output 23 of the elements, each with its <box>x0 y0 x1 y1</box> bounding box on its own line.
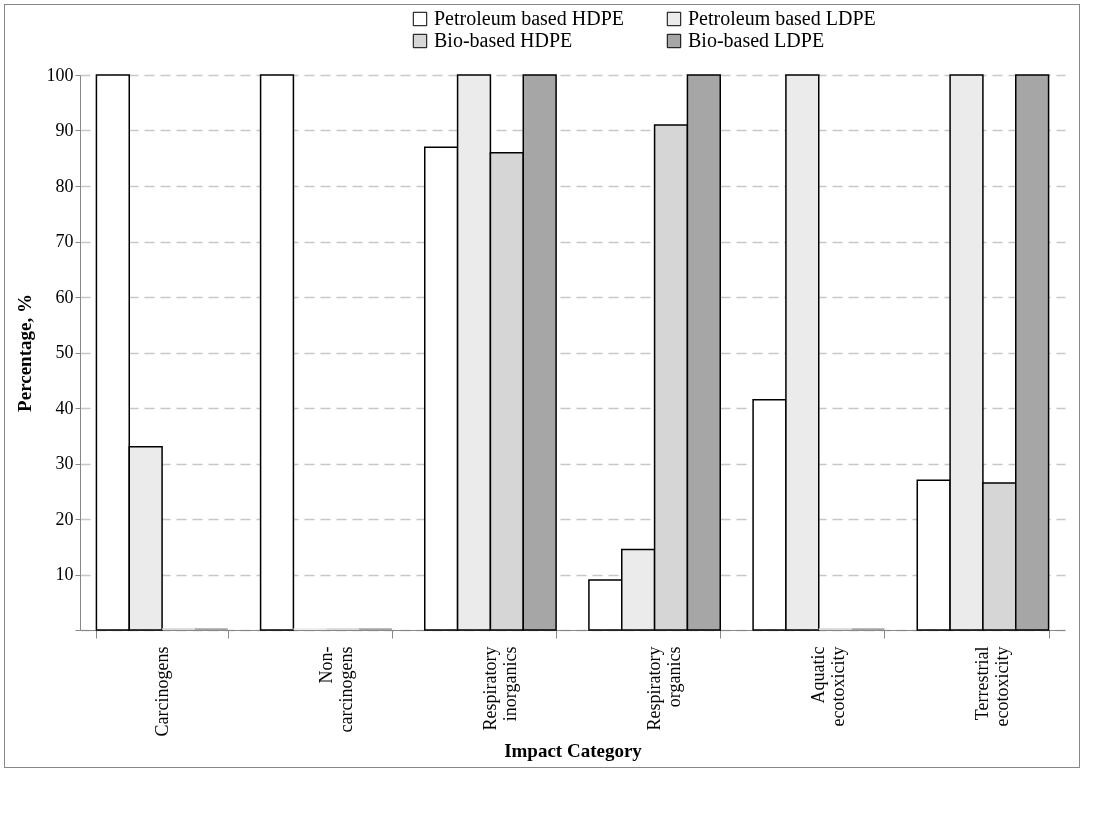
x-tick-label: Terrestrial ecotoxicity <box>972 646 1013 727</box>
x-tick-label: Non-carcinogens <box>315 646 356 733</box>
y-tick-label: 60 <box>55 286 74 307</box>
y-tick-label: 90 <box>55 120 74 140</box>
x-tick-label: Respiratory organics <box>644 646 685 731</box>
y-tick-label: 30 <box>55 453 74 473</box>
y-axis-title: Percentage, % <box>13 294 35 412</box>
y-tick-label: 40 <box>55 397 74 418</box>
y-tick-label: 70 <box>55 231 74 251</box>
legend-label: Bio-based LDPE <box>688 29 825 51</box>
x-tick-label: Carcinogens <box>151 646 172 737</box>
x-axis-title: Impact Category <box>504 740 643 762</box>
legend-label: Petroleum based LDPE <box>688 7 876 29</box>
bar <box>259 74 295 631</box>
y-tick-label: 100 <box>46 64 74 85</box>
x-tick-label: Aquatic ecotoxicity <box>808 646 849 727</box>
y-tick-label: 80 <box>55 175 74 196</box>
y-tick-label: 20 <box>55 508 74 529</box>
x-tick-label: Respiratory inorganics <box>479 646 520 731</box>
legend-label: Petroleum based HDPE <box>434 7 624 29</box>
y-tick-label: 10 <box>55 564 74 584</box>
y-tick-label: 50 <box>55 342 74 362</box>
legend-label: Bio-based HDPE <box>434 29 573 51</box>
